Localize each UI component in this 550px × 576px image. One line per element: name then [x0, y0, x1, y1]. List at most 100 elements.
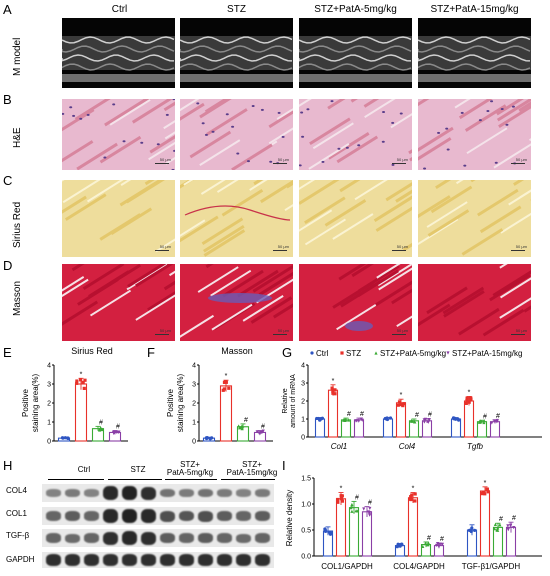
micrograph-echo-ctrl [62, 18, 175, 88]
panel-letter-i: I [282, 458, 286, 473]
chart-g-legend-marker [374, 351, 378, 355]
wb-group-line-ctrl [48, 479, 104, 480]
chart-i-data-point [481, 491, 485, 495]
chart-f-significance-mark: # [261, 424, 265, 431]
chart-f-ylabel-line2: staining area(%) [176, 374, 185, 433]
chart-e-data-point [83, 378, 87, 382]
chart-g-significance-mark: # [496, 413, 500, 420]
chart-i-significance-mark: # [512, 515, 516, 522]
scale-bar [511, 334, 525, 335]
chart-e-data-point [98, 428, 102, 432]
wb-band [141, 486, 156, 500]
chart-g-data-point [385, 416, 389, 420]
wb-band [141, 554, 156, 566]
wb-band [236, 489, 251, 497]
scale-bar [511, 163, 525, 164]
chart-e-y-tick-label: 2 [47, 401, 51, 408]
chart-i-data-point [408, 497, 412, 501]
chart-f-data-point [204, 436, 208, 440]
chart-i-data-point [339, 497, 343, 501]
wb-label-tgfb: TGF-β [6, 531, 30, 540]
wb-band [141, 509, 156, 523]
chart-g-significance-mark: * [332, 378, 335, 385]
chart-g-legend-label: Ctrl [316, 349, 329, 358]
chart-i-data-point [437, 545, 441, 549]
chart-i-data-point [473, 528, 477, 532]
chart-e-ylabel-line1: Positive [21, 388, 30, 417]
wb-header-pata15: STZ+ PatA-15mg/kg [226, 460, 278, 477]
scale-bar-label: 50 μm [277, 328, 289, 333]
chart-e-y-tick-label: 3 [47, 382, 51, 389]
chart-f-significance-mark: * [225, 373, 228, 380]
chart-i-data-point [368, 506, 372, 511]
chart-i-data-point [350, 502, 354, 507]
chart-g-legend-label: STZ [346, 349, 361, 358]
micrograph-he-stz: 50 μm [180, 99, 293, 170]
chart-g-data-point [320, 416, 325, 420]
wb-band [46, 554, 61, 566]
wb-band [160, 488, 175, 498]
wb-band [160, 510, 175, 522]
wb-band [46, 533, 61, 543]
chart-e-data-point [82, 386, 86, 390]
chart-i-data-point [493, 527, 497, 531]
chart-g-bar [382, 418, 394, 438]
chart-g-data-point [318, 418, 322, 422]
micrograph-masson-pata15: 50 μm [418, 264, 531, 341]
scale-bar-label: 50 μm [515, 244, 527, 249]
chart-i-data-point [336, 497, 340, 502]
chart-g-data-point [399, 402, 403, 406]
wb-band [103, 486, 118, 500]
micrograph-sirius-ctrl: 50 μm [62, 180, 175, 257]
chart-e-data-point [81, 380, 85, 385]
chart-i-significance-mark: # [499, 516, 503, 523]
chart-g-significance-mark: * [400, 392, 403, 399]
scale-bar [155, 334, 169, 335]
chart-f-data-point [224, 380, 228, 384]
wb-band [122, 486, 137, 500]
chart-g-significance-mark: # [347, 411, 351, 418]
chart-i-category-label: TGF-β1/GAPDH [462, 562, 521, 571]
chart-g-significance-mark: # [483, 413, 487, 420]
micrograph-he-ctrl: 50 μm [62, 99, 175, 170]
chart-i-data-point [413, 499, 417, 503]
wb-band [65, 489, 80, 497]
chart-i-data-point [367, 510, 371, 514]
chart-g-data-point [331, 389, 335, 393]
chart-g-data-point [457, 418, 461, 422]
chart-i-data-point [509, 523, 513, 527]
wb-strip-col1 [42, 507, 274, 525]
chart-g-bar [463, 400, 475, 438]
chart-i-significance-mark: # [368, 500, 372, 507]
wb-header-pata5: STZ+ PatA-5mg/kg [166, 460, 214, 477]
wb-band [46, 489, 61, 497]
chart-g-data-point [331, 391, 335, 395]
chart-g-data-point [465, 396, 469, 400]
chart-g-legend-label: STZ+PatA-5mg/kg [380, 349, 446, 358]
scale-bar [155, 250, 169, 251]
scale-bar-label: 50 μm [396, 244, 408, 249]
row-label-masson: Masson [12, 280, 23, 316]
chart-i-significance-mark: * [484, 480, 487, 487]
micrograph-he-pata5: 50 μm [299, 99, 412, 170]
scale-bar [392, 163, 406, 164]
chart-f-data-point [255, 430, 259, 434]
wb-group-line-pata15 [221, 479, 275, 480]
wb-band [46, 511, 61, 521]
column-header-stz: STZ [227, 4, 246, 15]
chart-i-bar [361, 511, 373, 557]
chart-e-y-tick-label: 4 [47, 363, 51, 370]
wb-band [84, 533, 99, 543]
chart-i-data-point [496, 526, 500, 530]
chart-g-data-point [401, 403, 405, 408]
chart-i-data-point [506, 526, 510, 531]
chart-i-data-point [413, 492, 417, 496]
chart-g-data-point [465, 398, 469, 402]
chart-g-mrna: Ctrl STZ STZ+PatA-5mg/kg STZ+PatA-15mg/kg Re… [282, 349, 542, 451]
chart-e-bar [74, 383, 88, 442]
chart-e-title: Sirius Red [71, 346, 113, 356]
chart-g-data-point [402, 402, 406, 406]
chart-g-category-label: Col1 [331, 442, 347, 451]
column-header-ctrl: Ctrl [111, 4, 128, 15]
wb-band [65, 533, 80, 543]
